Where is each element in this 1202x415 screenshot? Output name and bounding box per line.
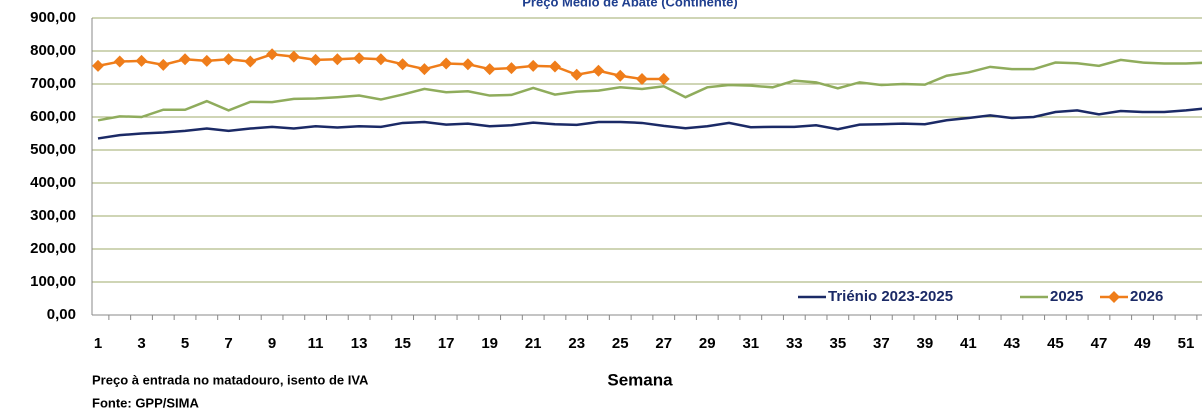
- marker: [657, 73, 670, 86]
- y-tick-label: 0,00: [47, 306, 76, 323]
- x-tick-label: 1: [94, 335, 102, 352]
- x-tick-label: 45: [1047, 335, 1064, 352]
- legend-marker: [1108, 291, 1120, 303]
- y-tick-label: 900,00: [30, 9, 76, 26]
- marker: [113, 55, 126, 68]
- x-tick-label: 7: [224, 335, 232, 352]
- x-tick-label: 41: [960, 335, 977, 352]
- y-tick-label: 600,00: [30, 108, 76, 125]
- x-tick-label: 3: [137, 335, 145, 352]
- x-tick-label: 31: [742, 335, 759, 352]
- legend-label: 2025: [1050, 288, 1083, 305]
- marker: [418, 63, 431, 76]
- marker: [157, 58, 170, 71]
- marker: [287, 50, 300, 63]
- marker: [570, 68, 583, 81]
- x-tick-label: 9: [268, 335, 276, 352]
- marker: [331, 53, 344, 66]
- marker: [483, 63, 496, 76]
- series-line: [97, 58, 1202, 122]
- x-tick-label: 35: [829, 335, 846, 352]
- legend-label: Triénio 2023-2025: [828, 288, 953, 305]
- x-tick-label: 19: [481, 335, 498, 352]
- marker: [266, 48, 279, 61]
- x-tick-label: 11: [308, 335, 324, 352]
- x-tick-label: 17: [438, 335, 455, 352]
- x-tick-label: 21: [525, 335, 542, 352]
- marker: [636, 73, 648, 86]
- x-axis-label: Semana: [607, 370, 673, 389]
- x-tick-label: 43: [1004, 335, 1021, 352]
- plot-area: [92, 48, 1202, 140]
- marker: [461, 58, 474, 71]
- x-tick-label: 13: [351, 335, 368, 352]
- marker: [179, 53, 192, 66]
- marker: [396, 58, 409, 71]
- x-tick-label: 49: [1134, 335, 1151, 352]
- marker: [244, 55, 257, 68]
- y-tick-label: 800,00: [30, 42, 76, 59]
- x-tick-label: 29: [699, 335, 716, 352]
- x-tick-label: 33: [786, 335, 803, 352]
- x-tick-label: 15: [394, 335, 411, 352]
- legend-label: 2026: [1130, 288, 1163, 305]
- marker: [592, 64, 605, 77]
- y-tick-label: 700,00: [30, 75, 76, 92]
- y-tick-label: 200,00: [30, 240, 76, 257]
- x-tick-label: 23: [568, 335, 585, 352]
- marker: [440, 57, 453, 70]
- chart-title: Preço Médio de Abate (Continente): [522, 0, 737, 9]
- x-tick-label: 37: [873, 335, 890, 352]
- x-tick-label: 27: [655, 335, 672, 352]
- marker: [222, 53, 235, 66]
- y-tick-label: 300,00: [30, 207, 76, 224]
- x-tick-label: 5: [181, 335, 189, 352]
- marker: [374, 53, 387, 66]
- marker: [200, 54, 213, 67]
- marker: [135, 54, 148, 67]
- marker: [309, 53, 322, 66]
- series-line: [97, 107, 1202, 140]
- x-tick-label: 25: [612, 335, 629, 352]
- marker: [614, 69, 627, 82]
- y-tick-label: 400,00: [30, 174, 76, 191]
- note: Fonte: GPP/SIMA: [92, 395, 200, 410]
- marker: [353, 52, 366, 65]
- marker: [505, 62, 518, 75]
- marker: [527, 59, 540, 72]
- x-tick-label: 47: [1091, 335, 1108, 352]
- y-tick-label: 500,00: [30, 141, 76, 158]
- y-tick-label: 100,00: [30, 273, 76, 290]
- marker: [92, 59, 104, 72]
- marker: [548, 60, 561, 73]
- x-tick-label: 51: [1178, 335, 1195, 352]
- x-tick-label: 39: [917, 335, 934, 352]
- note: Preço à entrada no matadouro, isento de …: [92, 372, 369, 387]
